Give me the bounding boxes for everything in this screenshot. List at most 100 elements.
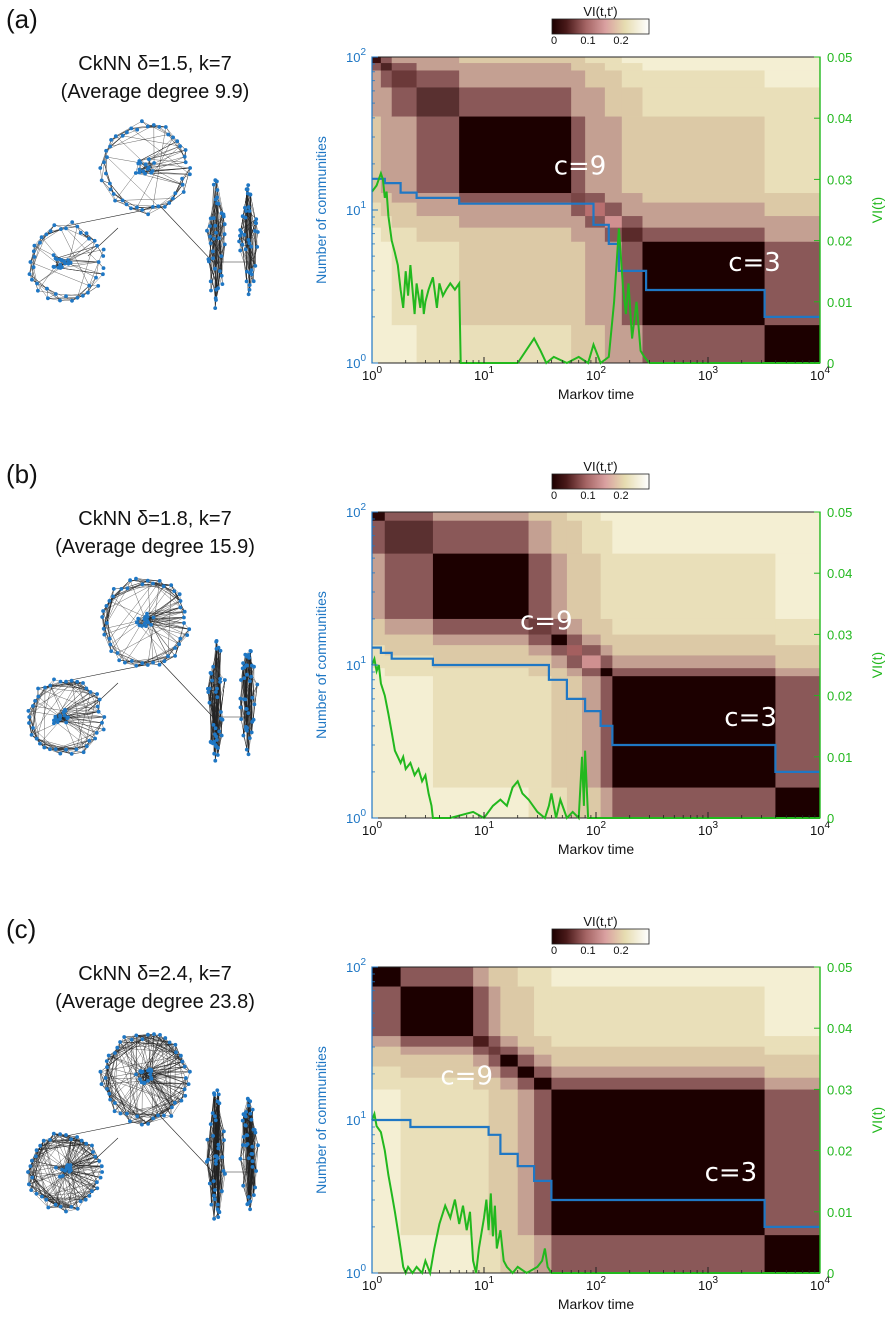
heatmap-cell (571, 325, 586, 364)
heatmap-cell (432, 668, 529, 677)
x-tick-label: 100 (362, 1275, 382, 1293)
heatmap-cell (585, 193, 606, 203)
heatmap-cell (764, 1054, 821, 1067)
heatmap-cell (764, 986, 821, 1037)
right-tick-label: 0 (827, 1266, 834, 1281)
heatmap-cell (517, 1036, 535, 1048)
heatmap-cell (473, 986, 490, 1037)
heatmap-cell (517, 1066, 535, 1079)
heatmap-cell (459, 202, 572, 217)
heatmap-cell (642, 193, 765, 203)
right-tick-label: 0.03 (827, 172, 852, 187)
heatmap-cell (642, 87, 765, 117)
heatmap-cell (500, 1089, 519, 1236)
heatmap-cell (384, 787, 434, 819)
heatmap-cell (384, 668, 434, 677)
heatmap-cell (488, 967, 501, 987)
heatmap-cell (621, 193, 643, 203)
heatmap-cell (551, 634, 568, 646)
heatmap-cell (432, 512, 529, 522)
heatmap-cell (534, 1077, 552, 1090)
heatmap-cell (528, 634, 552, 646)
right-tick-label: 0.04 (827, 566, 852, 581)
heatmap-cell (432, 520, 529, 555)
heatmap-cell (372, 1054, 401, 1067)
heatmap-cell (528, 676, 552, 788)
heatmap-cell (642, 63, 765, 71)
series-vi-t (371, 1110, 820, 1277)
heatmap-cell (566, 520, 583, 555)
heatmap-cell (372, 116, 382, 194)
heatmap-cell (551, 668, 568, 677)
heatmap-cell (400, 1077, 474, 1090)
heatmap-cell (775, 520, 821, 555)
right-tick-label: 0.03 (827, 1082, 852, 1097)
colorbar-tick-label: 0.1 (580, 35, 595, 47)
heatmap-cell (571, 216, 586, 229)
heatmap-cell (459, 70, 572, 88)
heatmap-cell (582, 645, 602, 656)
heatmap-cell (571, 63, 586, 71)
annotation-c3: c=3 (728, 248, 781, 278)
heatmap-cell (612, 676, 776, 788)
heatmap-cell (551, 1054, 765, 1067)
heatmap-cell (380, 57, 393, 64)
heatmap-cell (764, 1046, 821, 1056)
colorbar-tick-label: 0.2 (613, 945, 628, 957)
heatmap-cell (380, 325, 393, 364)
vi-heatmap (372, 57, 821, 364)
right-tick-label: 0.02 (827, 1144, 852, 1159)
heatmap-cell (571, 70, 586, 88)
heatmap-cell (585, 202, 606, 217)
heatmap-cell (372, 787, 386, 819)
graph-title: CkNN δ=2.4, k=7 (78, 963, 231, 985)
heatmap-cell (384, 618, 434, 635)
heatmap-cell (473, 1066, 490, 1079)
heatmap-cell (551, 1036, 765, 1048)
heatmap-cell (551, 520, 568, 555)
heatmap-cell (566, 512, 583, 522)
heatmap-cell (534, 1089, 552, 1236)
heatmap-cell (600, 655, 613, 669)
heatmap-cell (372, 1235, 401, 1274)
heatmap-cell (612, 553, 776, 620)
heatmap-cell (612, 520, 776, 555)
panel-a: (a) CkNN δ=1.5, k=7 (Average degree 9.9) c=… (6, 4, 885, 402)
colorbar-tick-label: 0 (551, 945, 557, 957)
colorbar-title: VI(t,t') (583, 914, 617, 929)
heatmap-cell (459, 116, 572, 194)
heatmap-cell (764, 1066, 821, 1079)
heatmap-cell (372, 63, 382, 71)
heatmap-cell (380, 116, 393, 194)
heatmap-cell (380, 216, 393, 229)
series-number-of-communities (372, 646, 820, 773)
heatmap-cell (600, 553, 613, 620)
heatmap-cell (571, 87, 586, 117)
heatmap-cell (384, 520, 434, 555)
heatmap-cell (585, 116, 606, 194)
series-number-of-communities (372, 177, 820, 318)
heatmap-cell (551, 1066, 765, 1079)
heatmap-cell (600, 787, 613, 819)
right-tick-label: 0.01 (827, 1205, 852, 1220)
heatmap-cell (642, 70, 765, 88)
heatmap-cell (621, 87, 643, 117)
heatmap-cell (400, 1054, 474, 1067)
heatmap-cell (612, 618, 776, 635)
heatmap-cell (391, 116, 417, 194)
heatmap-cell (764, 1077, 821, 1090)
heatmap-cell (391, 216, 417, 229)
heatmap-cell (582, 553, 602, 620)
colorbar (551, 18, 650, 35)
network-graph (26, 576, 260, 763)
heatmap-cell (459, 216, 572, 229)
heatmap-cell (551, 1077, 765, 1090)
heatmap-cell (612, 655, 776, 669)
x-tick-label: 100 (362, 365, 382, 383)
heatmap-cell (585, 57, 606, 64)
heatmap-cell (764, 57, 821, 64)
heatmap-cell (775, 553, 821, 620)
panel-label: (c) (6, 914, 36, 944)
heatmap-cell (432, 618, 529, 635)
heatmap-cell (528, 553, 552, 620)
